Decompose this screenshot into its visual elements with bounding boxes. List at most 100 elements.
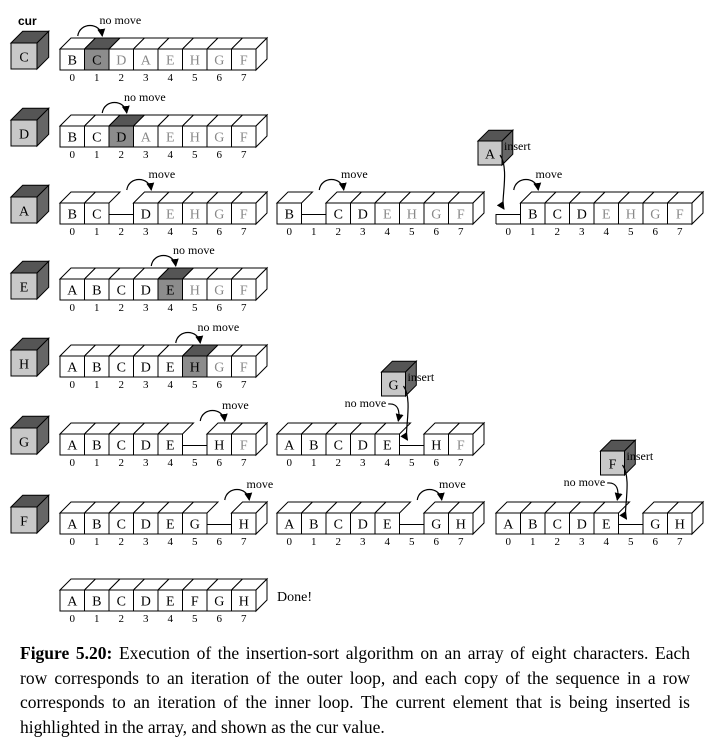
index-label: 0 <box>506 536 512 548</box>
array-cell: D <box>568 191 607 225</box>
cur-cube: C <box>9 30 50 71</box>
annotation-label: no move <box>100 13 142 27</box>
annotation-label: move <box>149 167 176 181</box>
cell-letter: A <box>67 518 78 533</box>
array-cell: E <box>156 578 195 612</box>
cell-letter: E <box>383 208 392 223</box>
empty-cell <box>182 445 207 456</box>
cell-letter: H <box>190 54 200 69</box>
cell-letter: C <box>553 208 562 223</box>
annotation-label: no move <box>345 396 387 410</box>
row-D: D B C D A E H G F0 1 2 3 4 5 6 7no move <box>9 90 269 161</box>
cell-letter: B <box>68 208 77 223</box>
array-cell: D <box>132 267 171 301</box>
empty-cell <box>495 214 521 225</box>
cell-letter: H <box>190 131 200 146</box>
empty-cell <box>618 524 643 535</box>
index-label: 6 <box>217 302 223 314</box>
index-label: 0 <box>287 226 293 238</box>
index-label: 6 <box>217 72 223 84</box>
index-label: 6 <box>434 536 440 548</box>
array-cell: E <box>156 37 195 71</box>
index-label: 4 <box>385 457 391 469</box>
index-label: 4 <box>168 149 174 161</box>
annotation-label: no move <box>198 320 240 334</box>
cell-letter: H <box>190 361 200 376</box>
cell-letter: F <box>240 208 248 223</box>
array-cell: C <box>83 37 122 71</box>
annotation-label: no move <box>124 90 166 104</box>
cur-cube: F <box>9 494 50 535</box>
index-label: 2 <box>555 226 561 238</box>
index-label: 2 <box>119 302 125 314</box>
index-label: 3 <box>143 72 149 84</box>
index-label: 6 <box>217 457 223 469</box>
index-label: 4 <box>604 536 610 548</box>
index-label: 2 <box>555 536 561 548</box>
index-label: 0 <box>70 536 76 548</box>
index-label: 3 <box>143 149 149 161</box>
cell-letter: B <box>92 439 101 454</box>
cell-letter: A <box>67 284 78 299</box>
array-copy: B C D A E H G F 0 1 2 3 4 5 6 7 no move <box>58 90 269 161</box>
index-label: 5 <box>192 536 198 548</box>
index-label: 4 <box>604 226 610 238</box>
index-label: 4 <box>385 536 391 548</box>
cell-letter: B <box>68 54 77 69</box>
cell-letter: A <box>503 518 514 533</box>
figure-caption: Figure 5.20: Execution of the insertion-… <box>20 641 690 739</box>
cur-letter: F <box>20 515 28 530</box>
cell-letter: F <box>191 595 199 610</box>
index-label: 5 <box>192 72 198 84</box>
cur-letter: A <box>19 205 30 220</box>
cell-letter: B <box>285 208 294 223</box>
array-cell: G <box>641 191 680 225</box>
cell-letter: E <box>602 518 611 533</box>
cell-letter: D <box>358 439 368 454</box>
cell-letter: D <box>577 208 587 223</box>
cell-letter: C <box>334 518 343 533</box>
array-cell: H <box>181 114 220 148</box>
array-cell: B <box>58 114 97 148</box>
cell-letter: D <box>141 595 151 610</box>
annotation-label: move <box>341 167 368 181</box>
index-label: 5 <box>628 226 634 238</box>
empty-cell <box>399 524 424 535</box>
index-label: 6 <box>217 536 223 548</box>
cell-letter: C <box>117 361 126 376</box>
cell-letter: G <box>214 361 224 376</box>
index-label: 5 <box>628 536 634 548</box>
index-label: 1 <box>94 613 100 625</box>
row-C: C B C D A E H G F0 1 2 3 4 5 6 7no move <box>9 13 269 84</box>
cell-letter: H <box>431 439 441 454</box>
cell-letter: D <box>141 208 151 223</box>
array-cell: C <box>83 191 122 225</box>
index-label: 6 <box>653 226 659 238</box>
array-cell: C <box>324 422 363 456</box>
index-label: 4 <box>168 613 174 625</box>
caption-label: Figure 5.20: <box>20 643 113 663</box>
cell-letter: H <box>456 518 466 533</box>
index-label: 7 <box>241 536 247 548</box>
index-label: 3 <box>143 226 149 238</box>
index-label: 1 <box>530 536 536 548</box>
annotation-label: insert <box>408 370 435 384</box>
cell-letter: B <box>528 208 537 223</box>
cell-letter: E <box>166 208 175 223</box>
row-final: A B C D E F G H 0 1 2 3 4 5 6 7 <box>58 577 269 625</box>
cell-letter: F <box>240 284 248 299</box>
index-label: 3 <box>143 536 149 548</box>
index-label: 7 <box>677 536 683 548</box>
index-label: 5 <box>409 536 415 548</box>
index-label: 0 <box>287 536 293 548</box>
cur-letter: F <box>609 457 617 472</box>
array-cell: H <box>447 501 486 535</box>
cur-letter: G <box>388 378 398 393</box>
empty-cell <box>206 524 232 535</box>
cell-letter: B <box>309 518 318 533</box>
cell-letter: F <box>457 208 465 223</box>
index-label: 1 <box>311 536 317 548</box>
index-label: 3 <box>579 226 585 238</box>
row-H: H A B C D E H G F0 1 2 3 4 5 6 7no move <box>9 320 269 391</box>
